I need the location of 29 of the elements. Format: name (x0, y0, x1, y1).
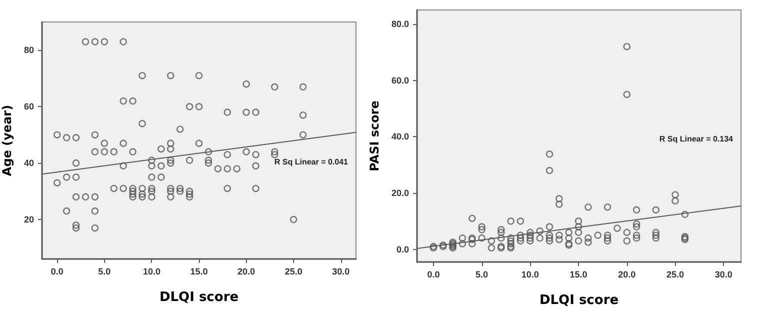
x-tick-label: 0.0 (427, 270, 440, 280)
x-tick-label: 20.0 (238, 266, 256, 276)
x-tick-label: 25.0 (666, 270, 684, 280)
x-tick-label: 25.0 (284, 266, 302, 276)
x-tick-label: 10.0 (142, 266, 160, 276)
x-tick-label: 30.0 (332, 266, 350, 276)
y-tick-label: 40.0 (391, 132, 409, 142)
y-tick-label: 60.0 (391, 75, 409, 86)
y-axis-title: Age (year) (0, 104, 14, 176)
y-tick-label: 80 (24, 45, 34, 56)
x-axis-title: DLQI score (539, 293, 619, 308)
x-tick-label: 5.0 (98, 266, 111, 276)
y-tick-label: 80.0 (391, 19, 409, 30)
x-tick-label: 15.0 (570, 270, 588, 280)
annotation: R Sq Linear = 0.134 (659, 134, 734, 144)
x-tick-label: 20.0 (618, 270, 636, 280)
x-tick-label: 10.0 (521, 270, 539, 280)
y-tick-label: 20.0 (391, 188, 409, 198)
y-tick-label: 0.0 (396, 244, 409, 254)
x-tick-label: 0.0 (50, 266, 64, 276)
annotation: R Sq Linear = 0.041 (274, 158, 349, 166)
x-axis-title: DLQI score (159, 290, 239, 305)
y-axis-title: PASI score (368, 100, 382, 172)
y-tick-label: 60 (24, 102, 34, 112)
x-tick-label: 5.0 (476, 270, 488, 280)
x-tick-label: 15.0 (190, 266, 208, 276)
y-tick-label: 40 (24, 158, 34, 168)
y-tick-label: 20 (24, 214, 34, 224)
x-tick-label: 30.0 (714, 270, 732, 280)
